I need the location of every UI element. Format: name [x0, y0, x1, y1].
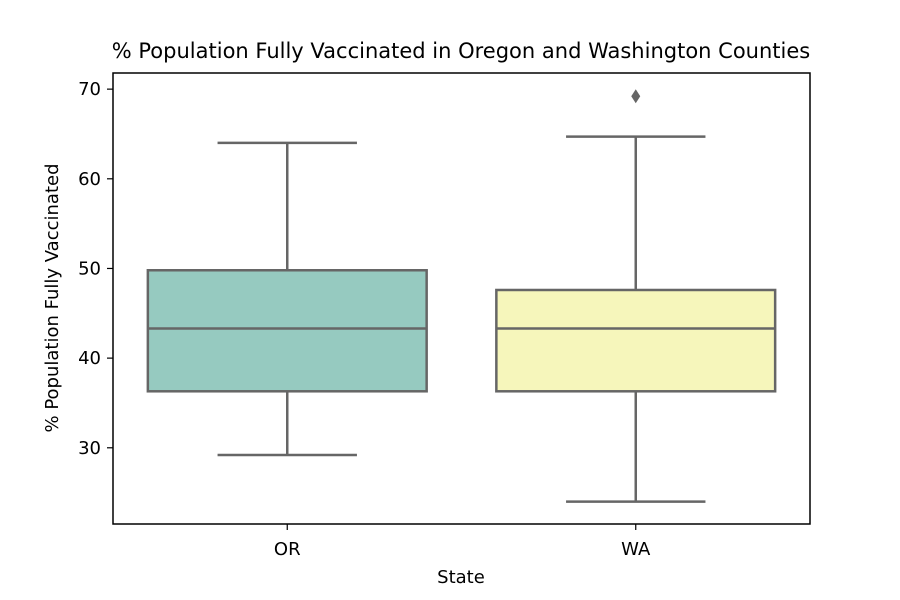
y-tick-label: 60	[78, 169, 101, 190]
y-axis-label: % Population Fully Vaccinated	[42, 163, 63, 432]
chart-title: % Population Fully Vaccinated in Oregon …	[112, 39, 810, 63]
x-tick-label: OR	[274, 539, 301, 560]
box-group-or	[146, 141, 428, 457]
y-tick-label: 40	[78, 348, 101, 369]
y-axis: 30 40 50 60 70	[78, 79, 113, 459]
x-axis-label: State	[437, 567, 485, 588]
y-tick-label: 70	[78, 79, 101, 100]
y-tick-label: 30	[78, 438, 101, 459]
x-tick-label: WA	[621, 539, 651, 560]
outlier-point	[631, 89, 641, 104]
iqr-box	[495, 288, 777, 393]
plot-frame	[112, 72, 811, 525]
y-tick-label: 50	[78, 258, 101, 279]
plot-area	[146, 89, 777, 503]
iqr-box	[146, 269, 428, 393]
x-axis: OR WA	[274, 524, 651, 560]
box-group-wa	[495, 89, 777, 503]
